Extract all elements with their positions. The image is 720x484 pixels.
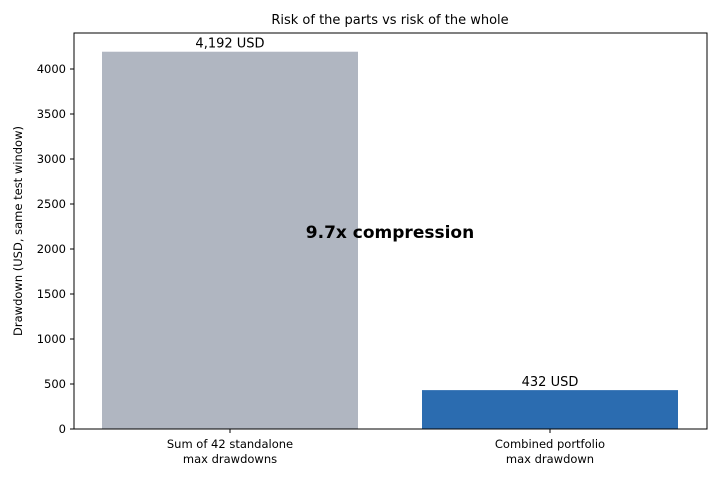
- y-tick-label: 0: [59, 422, 66, 436]
- bar-value-label: 432 USD: [522, 375, 579, 390]
- y-tick-label: 2500: [37, 197, 66, 211]
- y-tick-label: 4000: [37, 62, 66, 76]
- bar: [422, 390, 678, 429]
- bar: [102, 51, 358, 429]
- x-tick-label: max drawdowns: [183, 452, 277, 466]
- y-tick-label: 3000: [37, 152, 66, 166]
- y-axis-label: Drawdown (USD, same test window): [11, 126, 25, 336]
- x-tick-label: max drawdown: [506, 452, 594, 466]
- bar-value-label: 4,192 USD: [195, 37, 264, 52]
- chart-title: Risk of the parts vs risk of the whole: [271, 13, 508, 28]
- plot-area: 4,192 USD 432 USD 0 500 1000 1500 2000 2500 3000…: [37, 32, 708, 466]
- y-tick-label: 500: [44, 377, 66, 391]
- y-tick-label: 1500: [37, 287, 66, 301]
- compression-annotation: 9.7x compression: [306, 223, 474, 243]
- x-tick-label: Sum of 42 standalone: [167, 437, 293, 451]
- x-tick-label: Combined portfolio: [495, 437, 605, 451]
- y-tick-label: 2000: [37, 242, 66, 256]
- y-tick-label: 3500: [37, 107, 66, 121]
- y-tick-label: 1000: [37, 332, 66, 346]
- plot-frame: [73, 32, 708, 430]
